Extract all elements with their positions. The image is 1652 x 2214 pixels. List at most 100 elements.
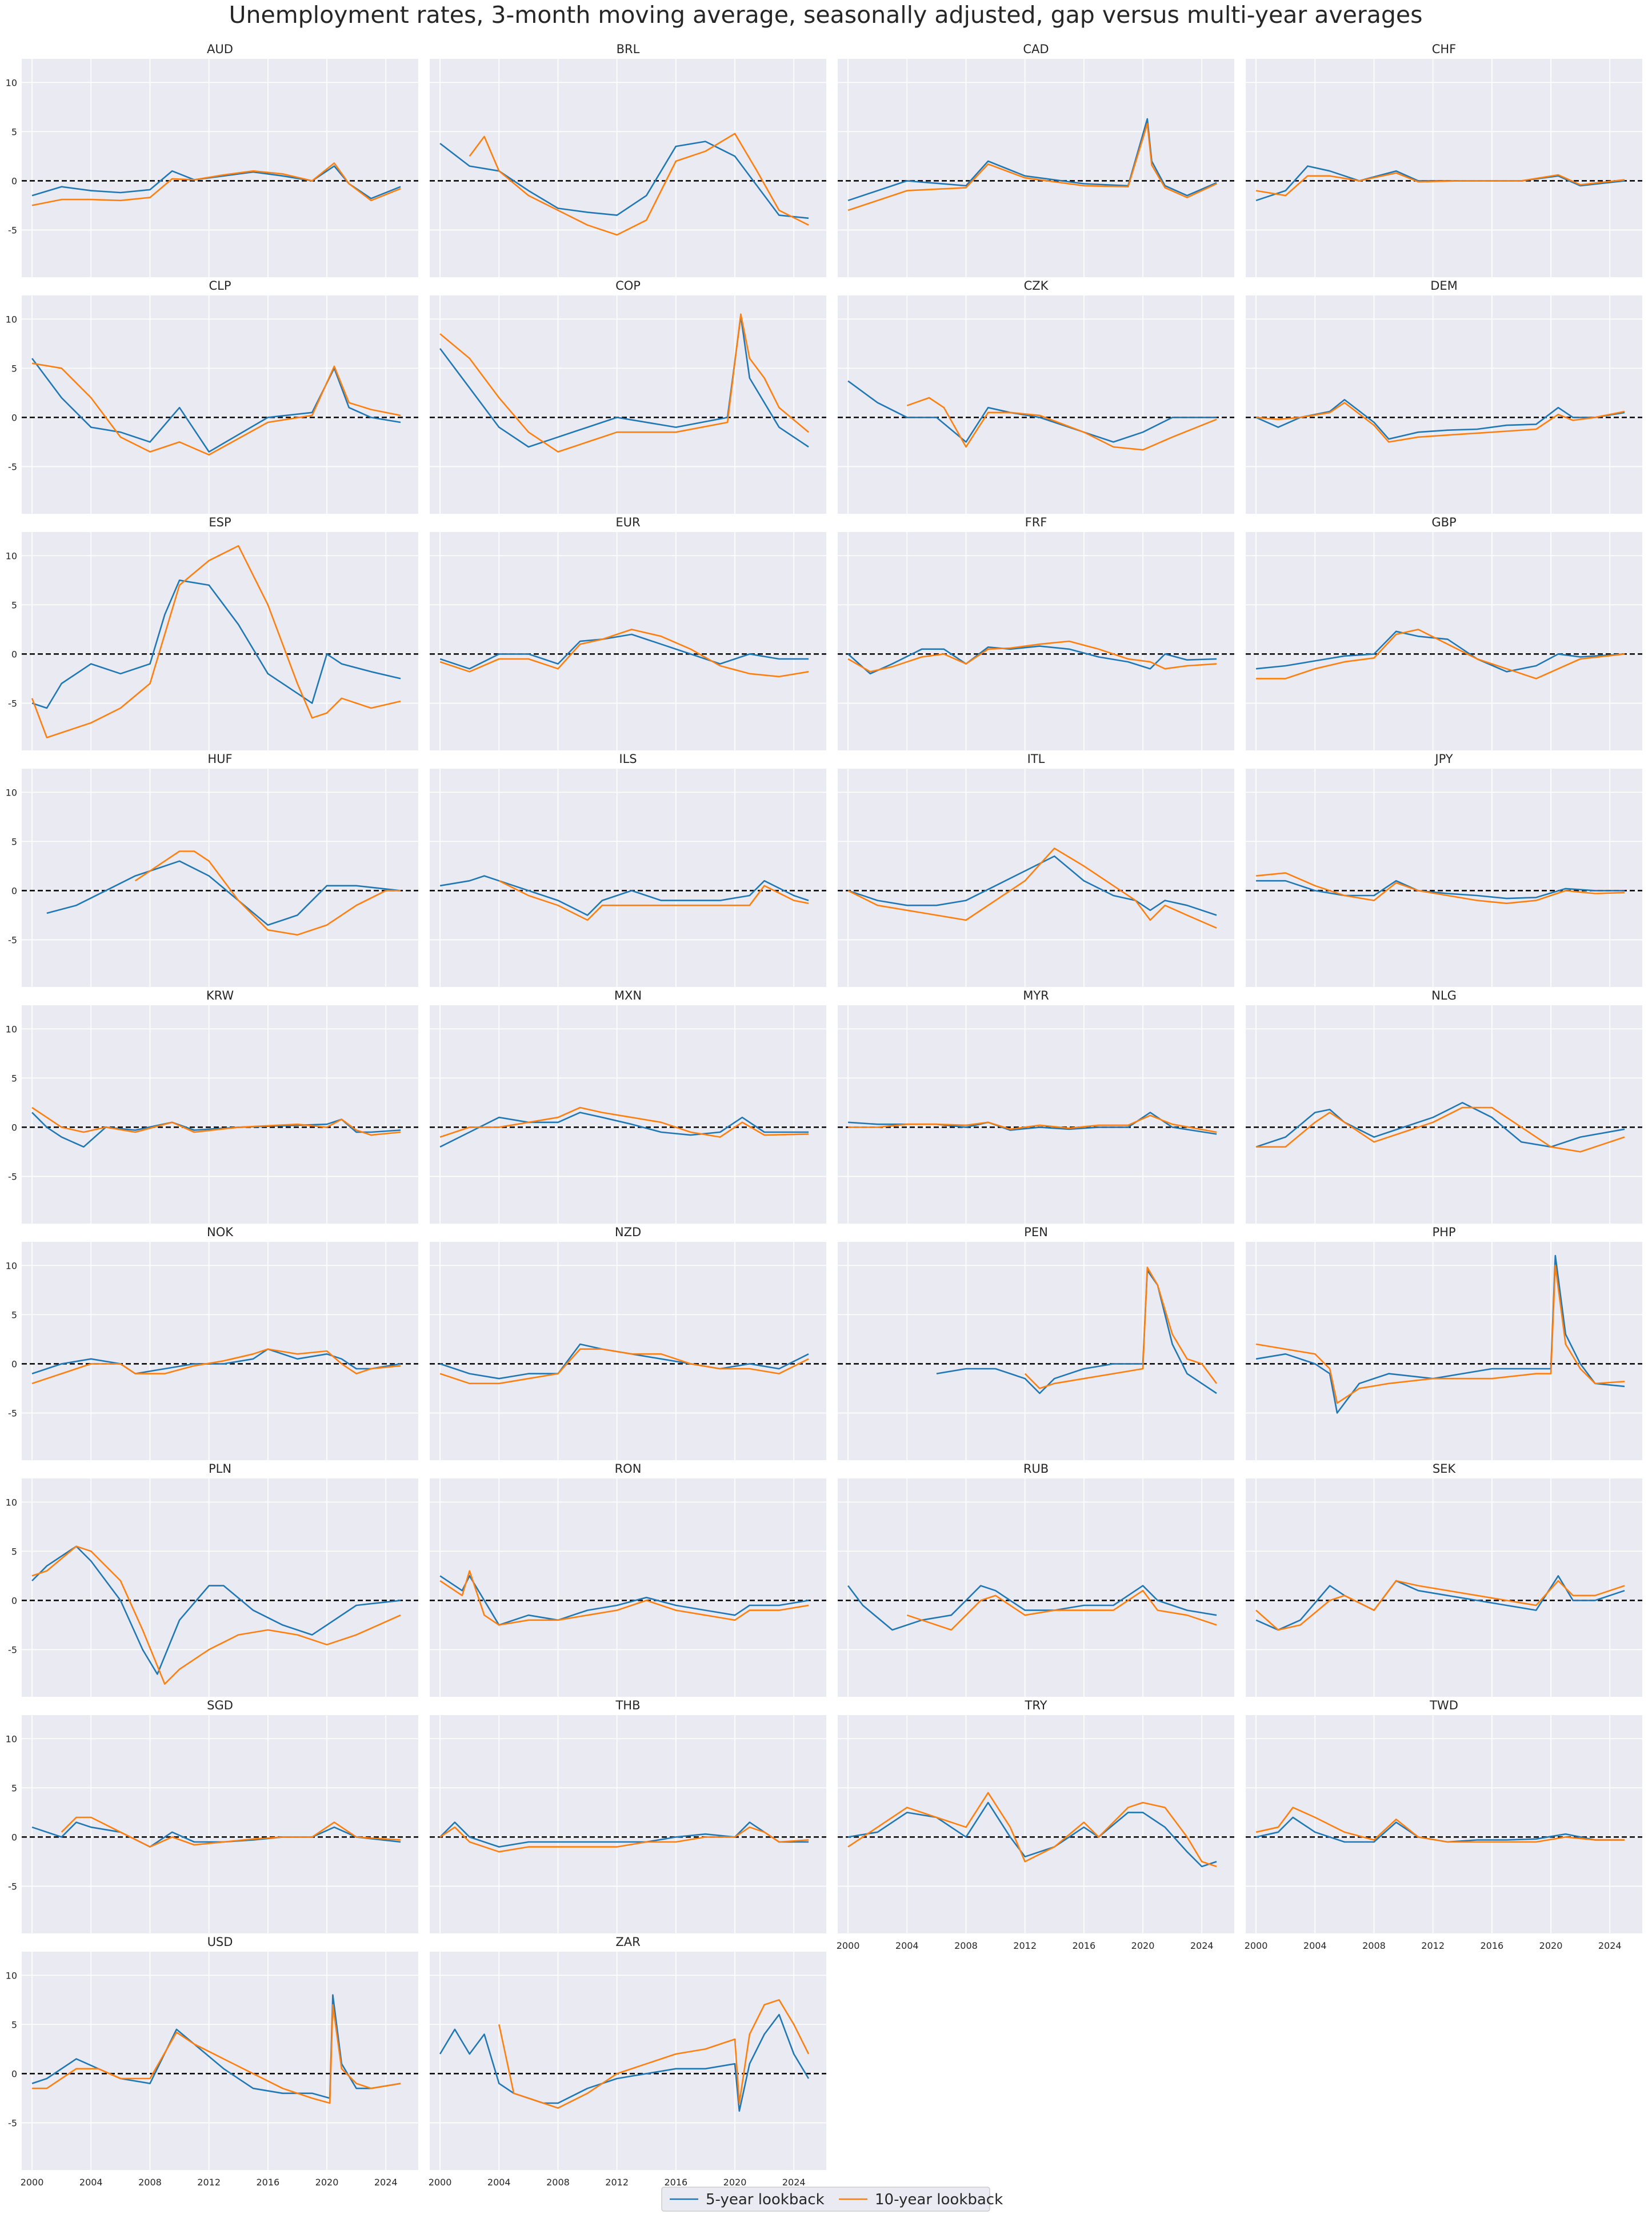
x-tick-label: 2000 — [21, 2177, 44, 2188]
series-line-5-year — [847, 1585, 1217, 1631]
panel-try: TRY 2000 2004 2008 2012 2016 2020 2024 — [837, 1699, 1234, 1951]
y-tick-label: 10 — [6, 1497, 17, 1508]
panel-title: NLG — [1431, 989, 1457, 1002]
panel-background — [430, 532, 826, 750]
x-tick-label: 2020 — [1539, 1940, 1563, 1951]
panel-title: AUD — [207, 42, 233, 56]
panel-title: ESP — [209, 515, 231, 529]
panel-title: FRF — [1025, 515, 1047, 529]
series-line-10-year — [1255, 1580, 1625, 1631]
panel-background — [838, 1715, 1234, 1933]
panel-title: PEN — [1024, 1225, 1048, 1239]
x-tick-label: 2024 — [1190, 1940, 1214, 1951]
series-line-5-year — [847, 855, 1217, 916]
series-line-10-year — [906, 1589, 1217, 1631]
panel-background — [22, 1005, 418, 1224]
panel-rub: RUB — [838, 1462, 1234, 1697]
x-tick-label: 2000 — [429, 2177, 452, 2188]
series-line-10-year — [439, 313, 809, 453]
x-tick-label: 2008 — [954, 1940, 978, 1951]
panel-background — [1246, 59, 1642, 277]
x-tick-label: 2024 — [1598, 1940, 1622, 1951]
series-line-10-year — [1255, 172, 1625, 197]
y-tick-label: 0 — [11, 1122, 17, 1133]
series-line-5-year — [1256, 880, 1625, 900]
panel-dem: DEM — [1246, 279, 1642, 514]
series-line-10-year — [1255, 1807, 1625, 1843]
panel-itl: ITL — [838, 752, 1234, 987]
panel-background — [22, 1242, 418, 1460]
panel-title: KRW — [206, 989, 234, 1002]
y-tick-label: 10 — [6, 550, 17, 561]
y-tick-label: 5 — [11, 1546, 17, 1557]
x-tick-label: 2004 — [79, 2177, 103, 2188]
panel-background — [838, 1005, 1234, 1224]
series-line-10-year — [134, 850, 401, 936]
x-tick-label: 2020 — [1131, 1940, 1155, 1951]
series-line-5-year — [1255, 165, 1625, 202]
panel-background — [1246, 295, 1642, 514]
series-line-5-year — [1255, 1102, 1625, 1148]
series-line-10-year — [439, 629, 809, 678]
y-tick-label: 10 — [6, 77, 17, 88]
series-line-5-year — [847, 118, 1217, 202]
x-tick-label: 2016 — [1072, 1940, 1095, 1951]
y-tick-label: 10 — [6, 1970, 17, 1981]
panel-background — [430, 295, 826, 514]
panel-title: COP — [615, 279, 641, 293]
panel-nlg: NLG — [1246, 989, 1642, 1224]
series-line-5-year — [31, 580, 401, 709]
panel-title: ITL — [1027, 752, 1045, 766]
series-line-5-year — [439, 1112, 809, 1148]
panel-nok: NOK -5 0 5 10 — [6, 1225, 418, 1460]
y-tick-label: 0 — [11, 175, 17, 186]
panel-frf: FRF — [838, 515, 1234, 750]
panel-title: TWD — [1429, 1699, 1458, 1712]
panel-background — [22, 532, 418, 750]
panel-background — [838, 1242, 1234, 1460]
panel-nzd: NZD — [430, 1225, 826, 1460]
panel-title: NZD — [615, 1225, 641, 1239]
panel-title: USD — [207, 1935, 233, 1949]
series-line-10-year — [1255, 1265, 1625, 1404]
series-line-10-year — [847, 848, 1217, 929]
chart-title: Unemployment rates, 3-month moving avera… — [229, 1, 1423, 29]
panel-myr: MYR — [838, 989, 1234, 1224]
legend-box — [661, 2187, 990, 2212]
panel-title: PHP — [1432, 1225, 1455, 1239]
x-tick-label: 2016 — [1480, 1940, 1503, 1951]
series-line-10-year — [1255, 872, 1625, 904]
panel-clp: CLP -5 0 5 10 — [6, 279, 418, 514]
series-line-10-year — [439, 1348, 809, 1385]
panel-background — [838, 59, 1234, 277]
x-tick-label: 2004 — [487, 2177, 511, 2188]
panel-title: DEM — [1430, 279, 1458, 293]
y-tick-label: -5 — [8, 2117, 17, 2128]
series-line-10-year — [1024, 1266, 1218, 1389]
series-line-5-year — [31, 1348, 401, 1374]
panel-huf: HUF -5 0 5 10 — [6, 752, 418, 987]
y-tick-label: 5 — [11, 600, 17, 610]
x-tick-label: 2016 — [256, 2177, 279, 2188]
series-line-10-year — [439, 1570, 809, 1626]
y-tick-label: 0 — [11, 1595, 17, 1606]
panel-title: CLP — [209, 279, 231, 293]
x-tick-label: 2004 — [1303, 1940, 1327, 1951]
series-line-10-year — [847, 640, 1217, 673]
series-line-5-year — [439, 1575, 809, 1626]
x-tick-label: 2008 — [1362, 1940, 1386, 1951]
series-line-10-year — [1255, 402, 1625, 443]
x-tick-label: 2000 — [837, 1940, 860, 1951]
panel-background — [22, 1715, 418, 1933]
panel-gbp: GBP — [1246, 515, 1642, 750]
panel-title: BRL — [617, 42, 640, 56]
y-tick-label: 5 — [11, 1783, 17, 1793]
panel-sgd: SGD -5 0 5 10 — [6, 1699, 418, 1933]
series-line-5-year — [31, 1821, 401, 1848]
panel-title: MYR — [1023, 989, 1049, 1002]
panel-background — [1246, 532, 1642, 750]
panel-twd: TWD 2000 2004 2008 2012 2016 2020 2024 — [1245, 1699, 1642, 1951]
y-tick-label: -5 — [8, 461, 17, 472]
panel-title: ILS — [619, 752, 637, 766]
series-line-5-year — [1255, 630, 1625, 673]
